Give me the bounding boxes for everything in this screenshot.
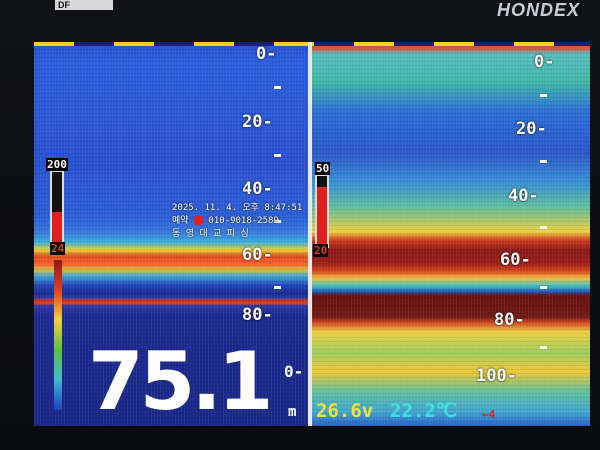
left-tick bbox=[274, 154, 281, 157]
right-tick bbox=[540, 160, 547, 163]
brand-logo: HONDEX bbox=[496, 0, 580, 20]
left-depth-40: 40- bbox=[242, 179, 273, 199]
top-marker-line bbox=[34, 42, 590, 46]
sonar-screen: 0- 20- 40- 60- 80- 0- 20- 40- 60- 80- 10… bbox=[34, 42, 590, 426]
left-tick bbox=[274, 86, 281, 89]
right-depth-20: 20- bbox=[516, 119, 547, 139]
right-echogram bbox=[312, 42, 590, 426]
overlay-datetime: 2025. 11. 4. 오후 8:47:51 bbox=[172, 203, 303, 213]
left-gain-bar bbox=[50, 170, 64, 246]
left-depth-20: 20- bbox=[242, 112, 273, 132]
right-tick bbox=[540, 346, 547, 349]
left-echogram bbox=[34, 42, 308, 426]
left-depth-0: 0- bbox=[256, 44, 277, 64]
voltage-readout: 26.6v bbox=[316, 400, 374, 422]
left-tick bbox=[274, 286, 281, 289]
depth-unit: m bbox=[288, 404, 297, 420]
overlay-name: 동 영 대 교 피 싱 bbox=[172, 229, 249, 239]
right-depth-80: 80- bbox=[494, 310, 525, 330]
phone-icon bbox=[193, 216, 203, 225]
left-depth-60: 60- bbox=[242, 245, 273, 265]
right-gain-bar bbox=[315, 174, 329, 248]
left-gain-min: 24 bbox=[50, 242, 66, 255]
right-depth-100: 100- bbox=[476, 366, 517, 386]
panel-divider bbox=[308, 42, 312, 426]
range-shift-indicator: ←4 bbox=[482, 408, 496, 421]
left-tick bbox=[274, 220, 281, 223]
overlay-info: 2025. 11. 4. 오후 8:47:51 예약 010-9018-2589… bbox=[172, 202, 302, 241]
color-scale-bar bbox=[54, 260, 62, 410]
right-depth-60: 60- bbox=[500, 250, 531, 270]
depth-readout: 75.1 bbox=[88, 335, 273, 426]
right-depth-0: 0- bbox=[534, 52, 555, 72]
right-tick bbox=[540, 94, 547, 97]
overlay-phone-label: 예약 bbox=[172, 216, 189, 226]
right-gain-max: 50 bbox=[315, 162, 331, 175]
left-gain-max: 200 bbox=[46, 158, 68, 171]
left-depth-80: 80- bbox=[242, 305, 273, 325]
right-gain-min: 20 bbox=[313, 244, 329, 257]
df-badge: DF bbox=[55, 0, 113, 10]
depth-sub-label: 0- bbox=[284, 362, 304, 381]
right-tick bbox=[540, 286, 547, 289]
right-tick bbox=[540, 226, 547, 229]
right-depth-40: 40- bbox=[508, 186, 539, 206]
water-temp-readout: 22.2℃ bbox=[390, 400, 458, 422]
overlay-phone: 010-9018-2589 bbox=[208, 216, 279, 226]
